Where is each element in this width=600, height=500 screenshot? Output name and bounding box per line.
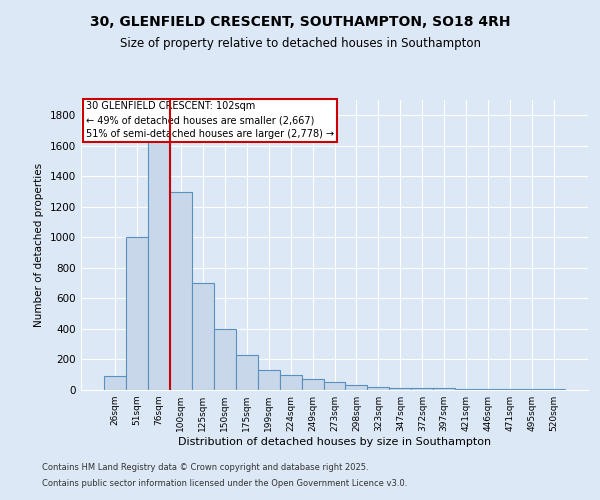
Bar bbox=[280, 374, 302, 390]
Bar bbox=[455, 389, 477, 390]
Text: Contains public sector information licensed under the Open Government Licence v3: Contains public sector information licen… bbox=[42, 478, 407, 488]
Text: Size of property relative to detached houses in Southampton: Size of property relative to detached ho… bbox=[119, 38, 481, 51]
Text: 30, GLENFIELD CRESCENT, SOUTHAMPTON, SO18 4RH: 30, GLENFIELD CRESCENT, SOUTHAMPTON, SO1… bbox=[90, 15, 510, 29]
Text: Contains HM Land Registry data © Crown copyright and database right 2025.: Contains HM Land Registry data © Crown c… bbox=[42, 464, 368, 472]
Bar bbox=[323, 382, 346, 390]
X-axis label: Distribution of detached houses by size in Southampton: Distribution of detached houses by size … bbox=[178, 437, 491, 447]
Bar bbox=[499, 389, 521, 390]
Bar bbox=[477, 389, 499, 390]
Bar bbox=[257, 370, 280, 390]
Bar bbox=[433, 388, 455, 390]
Bar bbox=[389, 388, 412, 390]
Bar bbox=[170, 192, 192, 390]
Bar bbox=[148, 116, 170, 390]
Bar bbox=[126, 238, 148, 390]
Bar bbox=[214, 329, 236, 390]
Bar bbox=[302, 380, 323, 390]
Bar bbox=[104, 376, 126, 390]
Y-axis label: Number of detached properties: Number of detached properties bbox=[34, 163, 44, 327]
Bar bbox=[367, 387, 389, 390]
Bar bbox=[192, 283, 214, 390]
Bar bbox=[412, 388, 433, 390]
Bar bbox=[346, 386, 367, 390]
Bar bbox=[521, 389, 543, 390]
Bar bbox=[236, 355, 257, 390]
Text: 30 GLENFIELD CRESCENT: 102sqm
← 49% of detached houses are smaller (2,667)
51% o: 30 GLENFIELD CRESCENT: 102sqm ← 49% of d… bbox=[86, 102, 334, 140]
